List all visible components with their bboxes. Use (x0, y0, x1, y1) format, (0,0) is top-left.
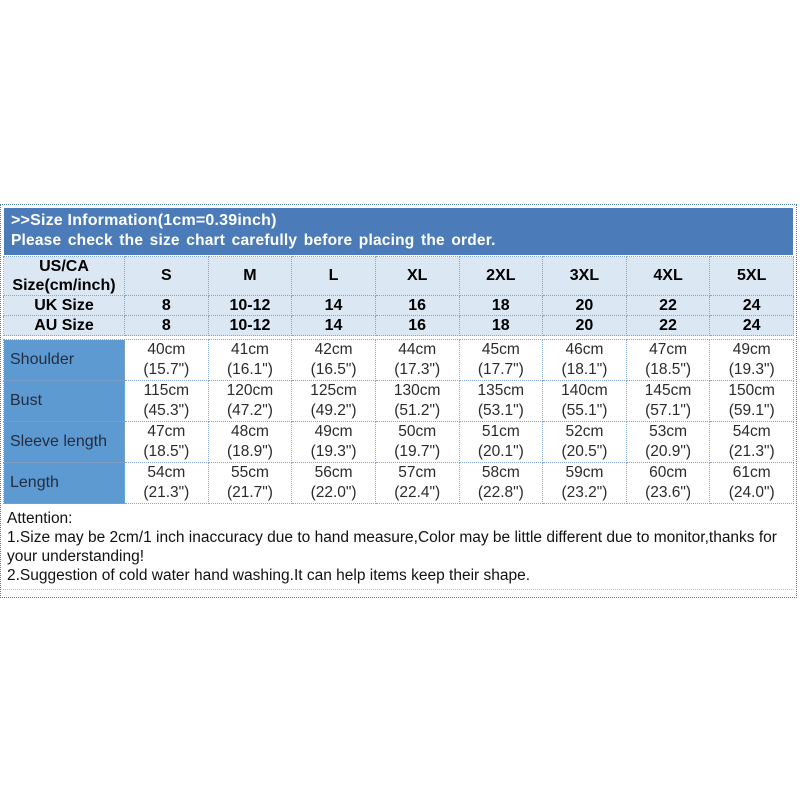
measurement-value: 46cm (18.1") (542, 339, 627, 381)
measurement-value: 135cm (53.1") (458, 380, 544, 422)
size-info-subtitle: Please check the size chart carefully be… (11, 232, 496, 249)
attention-heading: Attention: (7, 510, 73, 527)
measurement-label: Sleeve length (3, 421, 125, 463)
measurement-value: 54cm (21.3") (124, 462, 209, 504)
measurement-value: 58cm (22.8") (458, 462, 544, 504)
measurement-value: 49cm (19.3") (709, 339, 794, 381)
measurement-value: 41cm (16.1") (207, 339, 293, 381)
measurement-label: Shoulder (3, 339, 125, 381)
measurement-value: 54cm (21.3") (709, 421, 794, 463)
measurement-row-length: Length 54cm (21.3") 55cm (21.7") 56cm (2… (3, 462, 794, 504)
measurement-value: 42cm (16.5") (291, 339, 376, 381)
measurement-value: 61cm (24.0") (709, 462, 794, 504)
measurement-value: 140cm (55.1") (542, 380, 627, 422)
measurement-value: 40cm (15.7") (124, 339, 209, 381)
measurement-value: 115cm (45.3") (124, 380, 209, 422)
au-size-value: 18 (458, 315, 544, 336)
measurement-value: 150cm (59.1") (709, 380, 794, 422)
uk-size-value: 10-12 (207, 295, 293, 316)
attention-note-1: 1.Size may be 2cm/1 inch inaccuracy due … (7, 529, 777, 565)
measurement-value: 51cm (20.1") (458, 421, 544, 463)
measurement-value: 60cm (23.6") (625, 462, 711, 504)
au-size-value: 8 (124, 315, 209, 336)
uk-size-value: 22 (625, 295, 711, 316)
au-size-value: 14 (291, 315, 376, 336)
measurement-row-sleeve-length: Sleeve length 47cm (18.5") 48cm (18.9") … (3, 421, 794, 463)
au-size-value: 20 (542, 315, 627, 336)
measurement-value: 120cm (47.2") (207, 380, 293, 422)
measurement-value: 53cm (20.9") (625, 421, 711, 463)
panel-bottom-padding (3, 590, 794, 597)
size-info-header: >>Size Information(1cm=0.39inch) Please … (4, 208, 793, 255)
corner-label: US/CA Size(cm/inch) (3, 256, 125, 296)
uk-size-value: 16 (374, 295, 460, 316)
au-size-label: AU Size (3, 315, 125, 336)
size-col-header-s: S (124, 256, 209, 296)
uk-size-value: 8 (124, 295, 209, 316)
size-col-header-m: M (207, 256, 293, 296)
uk-size-value: 14 (291, 295, 376, 316)
measurement-value: 56cm (22.0") (291, 462, 376, 504)
uk-size-value: 18 (458, 295, 544, 316)
measurement-value: 55cm (21.7") (207, 462, 293, 504)
size-col-header-4xl: 4XL (625, 256, 711, 296)
au-size-value: 22 (625, 315, 711, 336)
measurement-value: 50cm (19.7") (374, 421, 460, 463)
measurement-row-shoulder: Shoulder 40cm (15.7") 41cm (16.1") 42cm … (3, 339, 794, 381)
measurement-value: 48cm (18.9") (207, 421, 293, 463)
size-col-header-5xl: 5XL (709, 256, 794, 296)
uk-size-value: 20 (542, 295, 627, 316)
measurement-row-bust: Bust 115cm (45.3") 120cm (47.2") 125cm (… (3, 380, 794, 422)
size-col-header-2xl: 2XL (458, 256, 544, 296)
size-col-header-3xl: 3XL (542, 256, 627, 296)
size-header-row: US/CA Size(cm/inch) S M L XL 2XL 3XL 4XL… (3, 256, 794, 296)
measurement-value: 145cm (57.1") (625, 380, 711, 422)
attention-bottom-gridline (3, 589, 794, 590)
uk-size-value: 24 (709, 295, 794, 316)
au-size-value: 24 (709, 315, 794, 336)
size-col-header-l: L (291, 256, 376, 296)
attention-section: Attention: 1.Size may be 2cm/1 inch inac… (3, 504, 794, 585)
uk-size-row: UK Size 8 10-12 14 16 18 20 22 24 (3, 295, 794, 316)
measurement-label: Length (3, 462, 125, 504)
measurement-value: 130cm (51.2") (374, 380, 460, 422)
au-size-row: AU Size 8 10-12 14 16 18 20 22 24 (3, 315, 794, 336)
au-size-value: 10-12 (207, 315, 293, 336)
measurement-value: 59cm (23.2") (542, 462, 627, 504)
measurement-label: Bust (3, 380, 125, 422)
measurement-value: 47cm (18.5") (625, 339, 711, 381)
measurement-value: 52cm (20.5") (542, 421, 627, 463)
measurement-value: 125cm (49.2") (291, 380, 376, 422)
measurement-value: 47cm (18.5") (124, 421, 209, 463)
au-size-value: 16 (374, 315, 460, 336)
size-info-panel: >>Size Information(1cm=0.39inch) Please … (0, 204, 797, 598)
measurement-value: 45cm (17.7") (458, 339, 544, 381)
size-info-title: >>Size Information(1cm=0.39inch) (11, 212, 277, 229)
measurement-value: 49cm (19.3") (291, 421, 376, 463)
measurement-value: 57cm (22.4") (374, 462, 460, 504)
uk-size-label: UK Size (3, 295, 125, 316)
size-col-header-xl: XL (374, 256, 460, 296)
size-chart-table: US/CA Size(cm/inch) S M L XL 2XL 3XL 4XL… (3, 256, 794, 504)
attention-note-2: 2.Suggestion of cold water hand washing.… (7, 567, 531, 584)
measurement-value: 44cm (17.3") (374, 339, 460, 381)
